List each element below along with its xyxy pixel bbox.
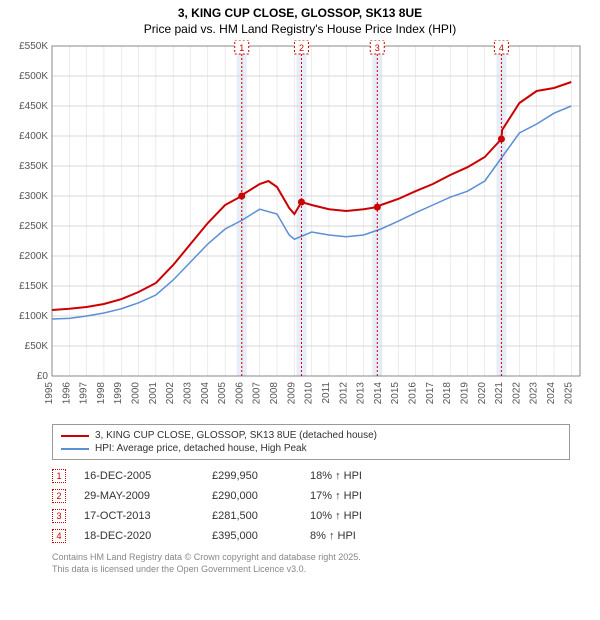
svg-text:2025: 2025 — [563, 382, 574, 405]
svg-text:1: 1 — [239, 43, 244, 53]
svg-text:1999: 1999 — [113, 382, 124, 405]
legend-label: HPI: Average price, detached house, High… — [95, 443, 307, 454]
sale-date: 29-MAY-2009 — [84, 490, 194, 502]
svg-text:2003: 2003 — [182, 382, 193, 405]
legend-row: 3, KING CUP CLOSE, GLOSSOP, SK13 8UE (de… — [61, 429, 561, 442]
svg-text:2013: 2013 — [356, 382, 367, 405]
sale-row: 2 29-MAY-2009 £290,000 17% ↑ HPI — [52, 486, 570, 506]
svg-text:2002: 2002 — [165, 382, 176, 405]
sale-date: 17-OCT-2013 — [84, 510, 194, 522]
sale-price: £299,950 — [212, 470, 292, 482]
svg-text:2017: 2017 — [425, 382, 436, 405]
svg-text:2009: 2009 — [286, 382, 297, 405]
title-block: 3, KING CUP CLOSE, GLOSSOP, SK13 8UE Pri… — [0, 0, 600, 40]
svg-text:2007: 2007 — [252, 382, 263, 405]
svg-text:2014: 2014 — [373, 382, 384, 405]
sale-marker-icon: 1 — [52, 469, 66, 483]
footer-line2: This data is licensed under the Open Gov… — [52, 564, 570, 576]
sale-row: 4 18-DEC-2020 £395,000 8% ↑ HPI — [52, 526, 570, 546]
svg-text:1996: 1996 — [61, 382, 72, 405]
chart-container: 3, KING CUP CLOSE, GLOSSOP, SK13 8UE Pri… — [0, 0, 600, 575]
svg-text:£550K: £550K — [19, 41, 48, 52]
title-main: 3, KING CUP CLOSE, GLOSSOP, SK13 8UE — [0, 6, 600, 20]
svg-text:2011: 2011 — [321, 382, 332, 404]
svg-text:£250K: £250K — [19, 221, 48, 232]
sale-diff: 10% ↑ HPI — [310, 510, 400, 522]
svg-text:£350K: £350K — [19, 161, 48, 172]
svg-text:£400K: £400K — [19, 131, 48, 142]
svg-text:2021: 2021 — [494, 382, 505, 405]
svg-text:2015: 2015 — [390, 382, 401, 405]
svg-text:£200K: £200K — [19, 251, 48, 262]
chart-svg: £0 £50K £100K £150K £200K £250K £300K £350K £400… — [8, 40, 592, 420]
sale-marker-icon: 2 — [52, 489, 66, 503]
svg-text:1995: 1995 — [44, 382, 55, 405]
svg-text:2019: 2019 — [459, 382, 470, 405]
svg-text:£0: £0 — [37, 371, 49, 382]
svg-text:2012: 2012 — [338, 382, 349, 405]
svg-text:2018: 2018 — [442, 382, 453, 405]
sale-diff: 17% ↑ HPI — [310, 490, 400, 502]
svg-text:£150K: £150K — [19, 281, 48, 292]
footer-line1: Contains HM Land Registry data © Crown c… — [52, 552, 570, 564]
chart-area: £0 £50K £100K £150K £200K £250K £300K £350K £400… — [8, 40, 592, 420]
svg-text:2004: 2004 — [200, 382, 211, 405]
svg-text:2008: 2008 — [269, 382, 280, 405]
footer: Contains HM Land Registry data © Crown c… — [52, 552, 570, 575]
svg-text:2010: 2010 — [304, 382, 315, 405]
sale-price: £290,000 — [212, 490, 292, 502]
svg-text:4: 4 — [499, 43, 504, 53]
legend-box: 3, KING CUP CLOSE, GLOSSOP, SK13 8UE (de… — [52, 424, 570, 460]
svg-text:£450K: £450K — [19, 101, 48, 112]
svg-text:£50K: £50K — [25, 341, 49, 352]
svg-text:2022: 2022 — [511, 382, 522, 405]
svg-text:2023: 2023 — [529, 382, 540, 405]
svg-text:2: 2 — [299, 43, 304, 53]
sale-price: £281,500 — [212, 510, 292, 522]
legend-label: 3, KING CUP CLOSE, GLOSSOP, SK13 8UE (de… — [95, 430, 377, 441]
sale-date: 16-DEC-2005 — [84, 470, 194, 482]
svg-text:£100K: £100K — [19, 311, 48, 322]
sale-marker-icon: 3 — [52, 509, 66, 523]
legend-row: HPI: Average price, detached house, High… — [61, 442, 561, 455]
svg-text:£300K: £300K — [19, 191, 48, 202]
svg-text:2024: 2024 — [546, 382, 557, 405]
sale-diff: 18% ↑ HPI — [310, 470, 400, 482]
svg-text:2006: 2006 — [234, 382, 245, 405]
legend-swatch — [61, 435, 89, 437]
svg-text:3: 3 — [375, 43, 380, 53]
svg-text:£500K: £500K — [19, 71, 48, 82]
sale-diff: 8% ↑ HPI — [310, 530, 400, 542]
sales-block: 1 16-DEC-2005 £299,950 18% ↑ HPI 2 29-MAY-200… — [52, 466, 570, 546]
svg-text:1998: 1998 — [96, 382, 107, 405]
sale-marker-icon: 4 — [52, 529, 66, 543]
svg-text:1997: 1997 — [79, 382, 90, 405]
svg-text:2001: 2001 — [148, 382, 159, 405]
sale-row: 1 16-DEC-2005 £299,950 18% ↑ HPI — [52, 466, 570, 486]
sale-date: 18-DEC-2020 — [84, 530, 194, 542]
sale-row: 3 17-OCT-2013 £281,500 10% ↑ HPI — [52, 506, 570, 526]
svg-text:2000: 2000 — [131, 382, 142, 405]
sale-price: £395,000 — [212, 530, 292, 542]
legend-swatch — [61, 448, 89, 450]
svg-text:2020: 2020 — [477, 382, 488, 405]
svg-text:2005: 2005 — [217, 382, 228, 405]
title-sub: Price paid vs. HM Land Registry's House … — [0, 22, 600, 36]
svg-text:2016: 2016 — [408, 382, 419, 405]
